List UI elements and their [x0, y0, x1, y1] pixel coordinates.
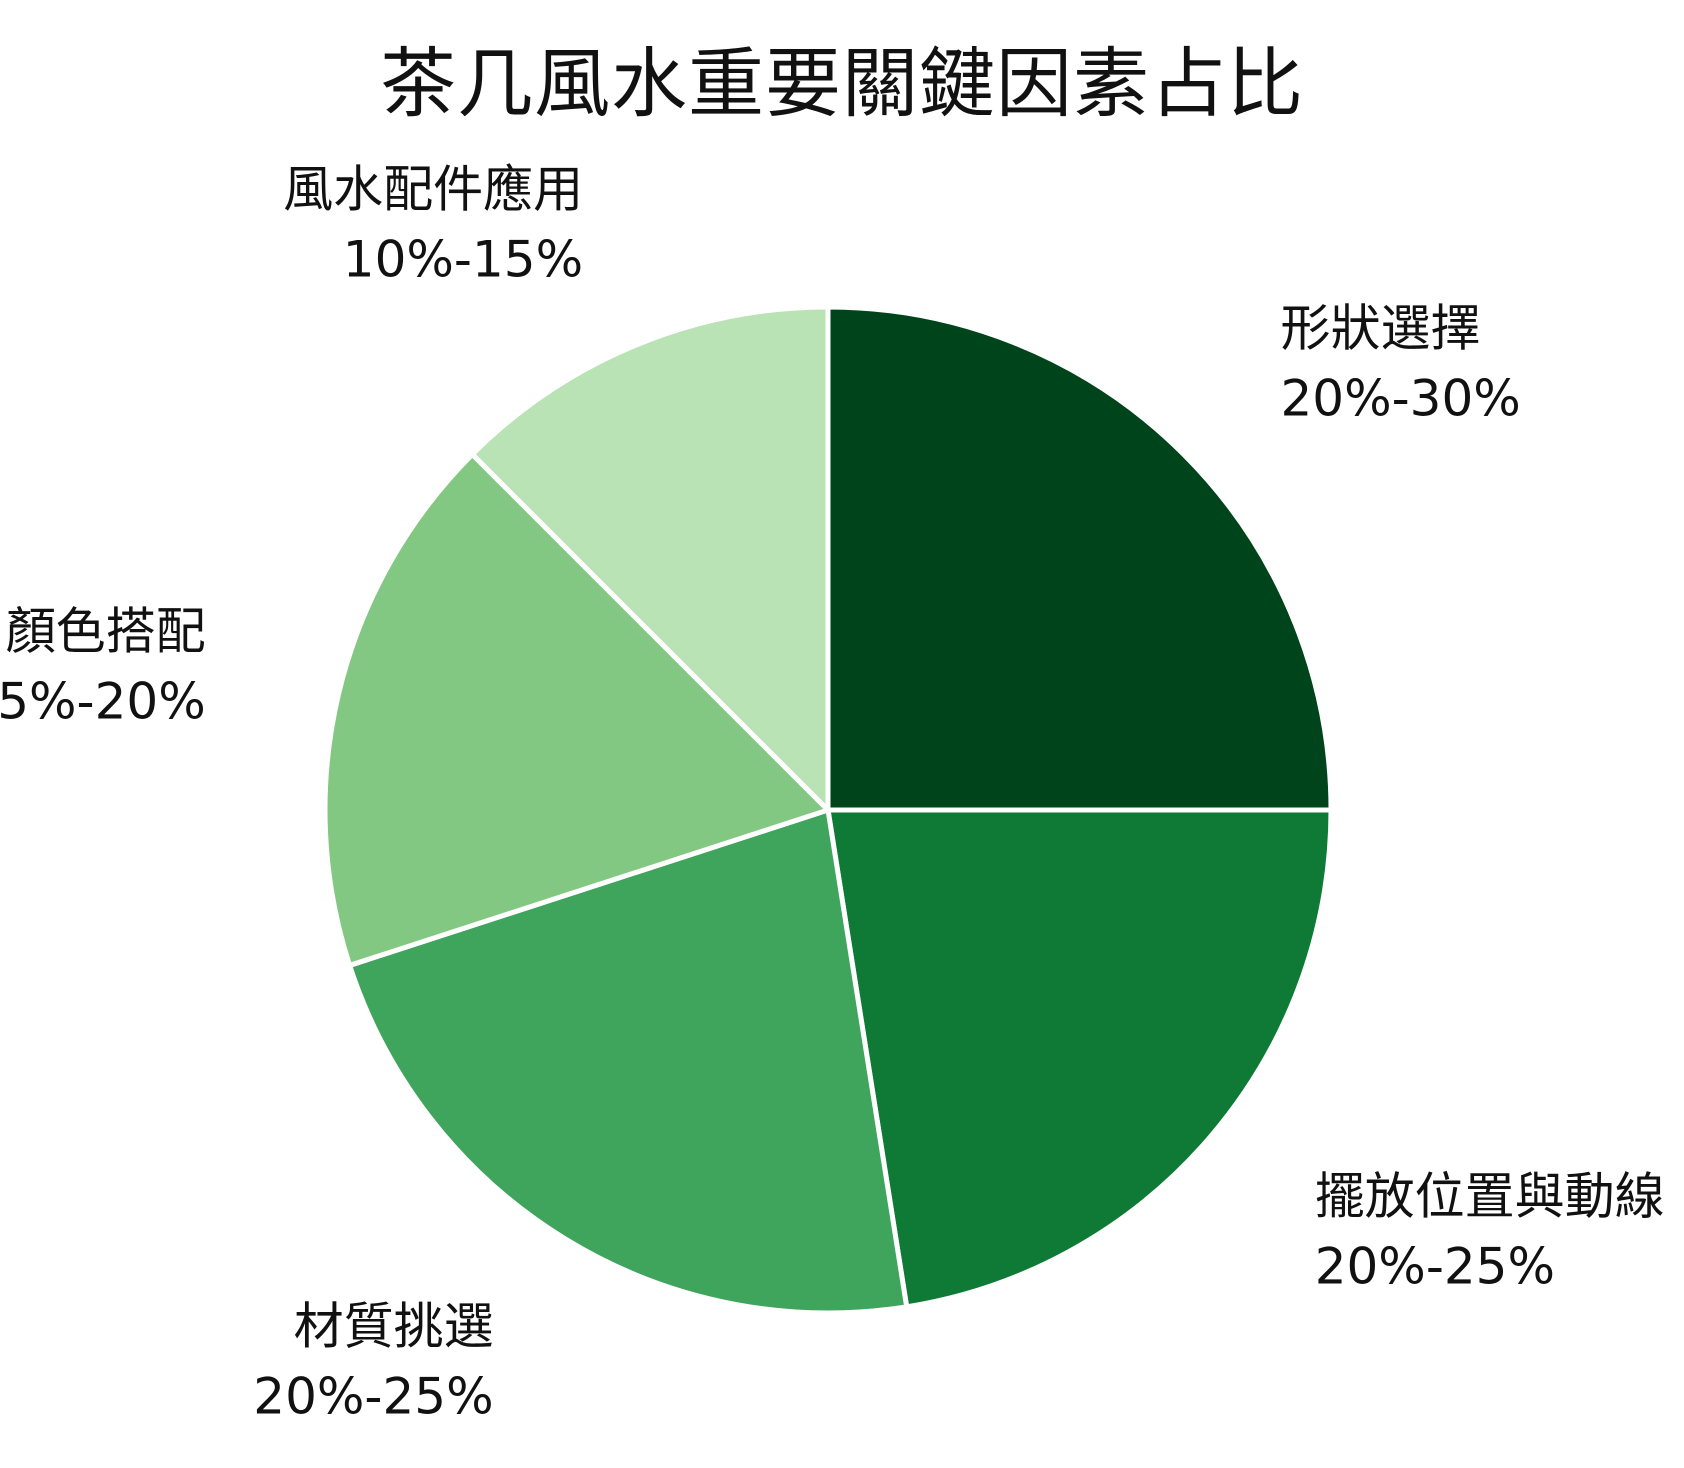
slice-label-range: 20%-30% [1281, 370, 1521, 428]
slice-label-range: 20%-25% [1315, 1238, 1555, 1296]
slice-label-name: 顏色搭配 [6, 603, 206, 661]
pie-slice-2 [825, 807, 1334, 1310]
pie-slice-5 [469, 304, 831, 813]
slice-label-range: 15%-20% [0, 673, 206, 731]
slice-label-5: 風水配件應用 10%-15% [283, 161, 583, 289]
slice-label-4: 顏色搭配 15%-20% [0, 603, 206, 731]
pie-labels: 形狀選擇 20%-30% 擺放位置與動線 20%-25% 材質挑選 20%-25% 顏色搭配… [0, 161, 1665, 1426]
slice-label-range: 10%-15% [343, 231, 583, 289]
slice-label-name: 形狀選擇 [1281, 300, 1481, 358]
slice-label-3: 材質挑選 20%-25% [253, 1298, 493, 1426]
slice-label-2: 擺放位置與動線 20%-25% [1315, 1168, 1665, 1296]
pie-slice-1 [825, 304, 1334, 813]
pie-slice-4 [322, 451, 831, 968]
slice-label-range: 20%-25% [253, 1368, 493, 1426]
slice-label-name: 材質挑選 [294, 1298, 494, 1356]
chart-title: 茶几風水重要關鍵因素占比 [380, 39, 1304, 128]
pie-slice-3 [347, 807, 910, 1316]
slice-label-name: 擺放位置與動線 [1315, 1168, 1665, 1226]
slice-label-1: 形狀選擇 20%-30% [1281, 300, 1521, 428]
pie-slices [322, 304, 1334, 1316]
slice-label-name: 風水配件應用 [283, 161, 583, 219]
